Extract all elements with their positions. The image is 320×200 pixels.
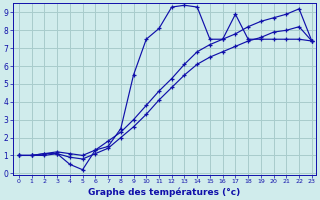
X-axis label: Graphe des températures (°c): Graphe des températures (°c) bbox=[88, 187, 240, 197]
